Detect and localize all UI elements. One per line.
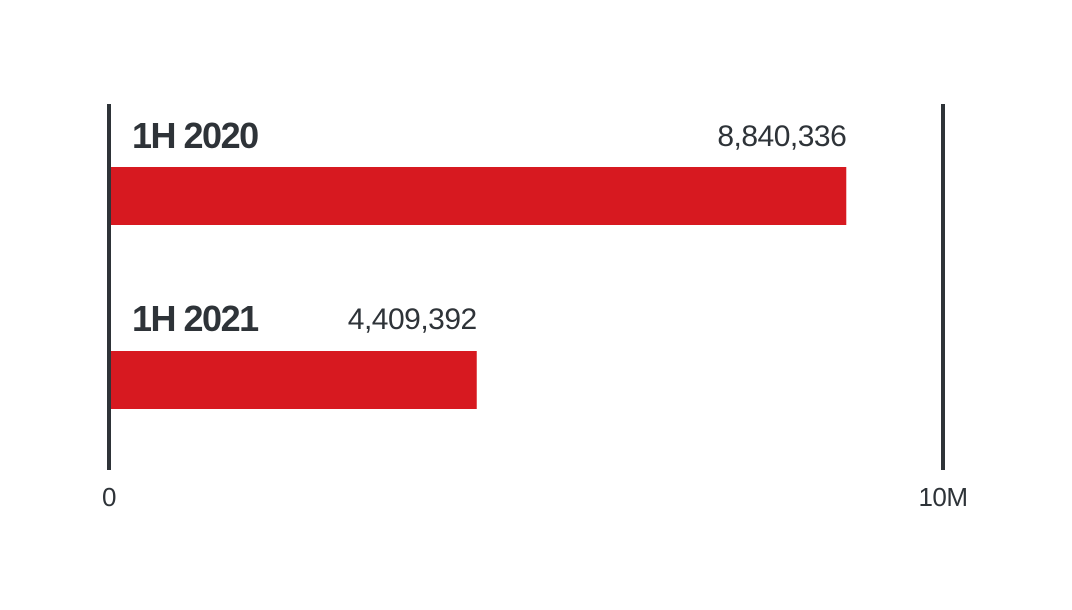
bar-1 [109,351,477,409]
tick-labels-group: 0 10M [102,482,968,512]
bar-0 [109,167,847,225]
labels-group: 1H 2020 8,840,336 1H 2021 4,409,392 [132,115,847,339]
bars-group [109,167,847,409]
category-label-1: 1H 2021 [132,298,259,339]
tick-label-0: 0 [102,482,116,512]
value-label-1: 4,409,392 [348,303,477,336]
tick-label-1: 10M [918,482,967,512]
category-label-0: 1H 2020 [132,115,258,156]
value-label-0: 8,840,336 [717,120,846,153]
